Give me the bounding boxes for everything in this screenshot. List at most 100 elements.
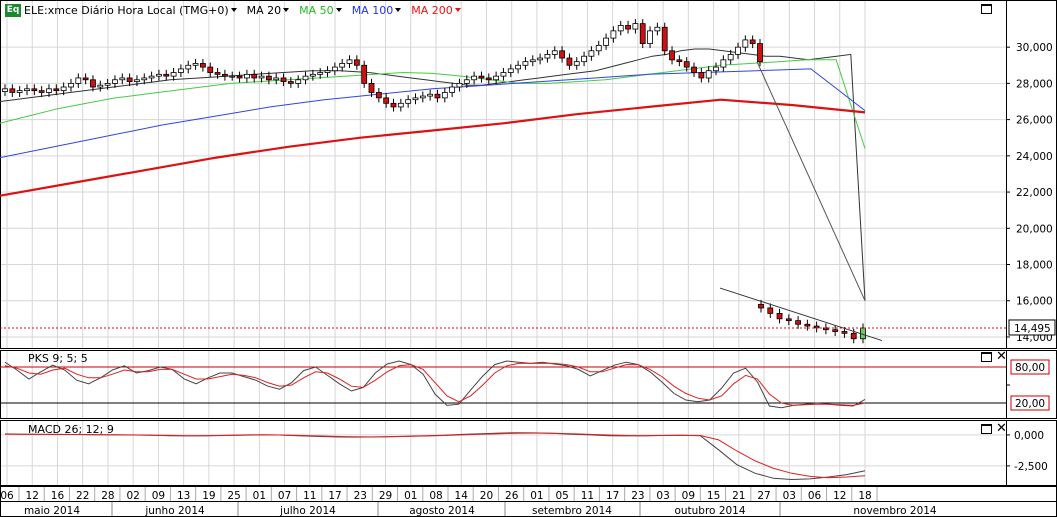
candle-body — [170, 72, 177, 77]
candle-body — [97, 84, 104, 88]
candle-body — [544, 54, 551, 59]
dropdown-arrow-icon — [230, 8, 237, 12]
candle-body — [595, 44, 602, 52]
day-tick-label: 08 — [429, 490, 442, 502]
ma200-selector[interactable]: MA 200 — [411, 4, 469, 17]
y-tick-label: 18,000 — [1016, 260, 1053, 272]
candle-body — [471, 75, 478, 81]
candle-body — [441, 92, 448, 99]
candle-body — [353, 59, 360, 66]
day-tick-label: 18 — [858, 490, 871, 502]
candle-body — [68, 82, 74, 88]
candle-body — [302, 75, 309, 81]
ma20-label: MA 20 — [246, 3, 282, 17]
ma50-selector[interactable]: MA 50 — [299, 4, 350, 17]
candle-body — [588, 50, 595, 57]
ma-line-ma20 — [0, 48, 866, 301]
ma100-selector[interactable]: MA 100 — [352, 4, 410, 17]
pks-close-icon[interactable]: ✕ — [996, 349, 1007, 364]
pks-level-label: 80,00 — [1015, 362, 1045, 374]
candle-body — [16, 90, 23, 93]
candle-body — [346, 59, 353, 64]
day-tick-label: 22 — [76, 490, 89, 502]
y-tick-label: 22,000 — [1016, 187, 1053, 199]
candle-body — [705, 70, 712, 79]
month-label: outubro 2014 — [674, 505, 745, 517]
candle-body — [500, 72, 507, 77]
pks-level-tag — [1010, 359, 1050, 375]
ma-line-ma200 — [0, 98, 866, 197]
candle-body — [698, 72, 705, 79]
ma-line-ma50 — [0, 59, 866, 149]
candle-body — [222, 73, 228, 77]
candle-body — [419, 95, 426, 99]
candle-body — [331, 66, 338, 72]
candle-body — [691, 66, 697, 73]
dropdown-arrow-icon — [395, 8, 402, 12]
pks-maximize-button[interactable] — [981, 352, 992, 362]
macd-close-icon[interactable]: ✕ — [996, 421, 1007, 436]
candle-body — [735, 46, 741, 55]
candle-body — [38, 90, 45, 93]
candle-body — [647, 30, 653, 44]
candle-body — [610, 30, 617, 39]
candle-body — [727, 54, 734, 61]
macd-tick-label: 0,000 — [1014, 430, 1044, 442]
candle-body — [617, 25, 624, 32]
pks-level-tag — [1010, 395, 1050, 411]
macd-series-line — [4, 432, 866, 479]
candle-body — [485, 77, 492, 81]
candle-body — [141, 77, 148, 81]
candle-body — [119, 77, 126, 81]
dropdown-arrow-icon — [335, 8, 342, 12]
day-tick-label: 11 — [303, 490, 316, 502]
candle-body — [456, 82, 463, 88]
candle-body — [339, 63, 346, 68]
day-tick-label: 16 — [51, 490, 65, 502]
candle-body — [507, 68, 514, 73]
candle-body — [573, 61, 580, 66]
macd-maximize-button[interactable] — [981, 424, 992, 434]
day-tick-label: 12 — [26, 490, 39, 502]
candle-body — [258, 75, 265, 79]
main-panel-maximize-button[interactable] — [981, 4, 992, 14]
ma-line-ma100 — [0, 68, 866, 159]
pks-series-line — [4, 362, 866, 406]
candle-body — [375, 92, 382, 99]
candle-body — [295, 79, 302, 84]
pks-label: PKS 9; 5; 5 — [28, 352, 88, 365]
candle-body — [742, 39, 749, 48]
candle-body — [767, 307, 774, 314]
day-tick-label: 26 — [505, 490, 519, 502]
candle-body — [390, 102, 397, 108]
day-tick-label: 11 — [581, 490, 594, 502]
candle-body — [654, 26, 661, 32]
last-price-label: 14,495 — [1014, 323, 1051, 335]
candle-body — [397, 102, 404, 108]
candle-body — [126, 77, 133, 82]
candle-body — [361, 64, 368, 84]
candle-body — [46, 88, 52, 93]
day-tick-label: 07 — [278, 490, 291, 502]
candle-body — [148, 75, 155, 79]
candle-body — [449, 86, 456, 93]
candle-body — [368, 82, 375, 93]
day-tick-label: 23 — [354, 490, 367, 502]
candle-body — [31, 88, 38, 92]
ma20-selector[interactable]: MA 20 — [247, 4, 298, 17]
candle-body — [192, 63, 199, 66]
symbol-selector[interactable]: ELE:xmce Diário Hora Local (TMG+0) — [24, 4, 245, 17]
candle-body — [287, 81, 294, 84]
dropdown-arrow-icon — [283, 8, 290, 12]
day-tick-label: 05 — [555, 490, 568, 502]
candle-body — [309, 73, 316, 77]
day-tick-label: 23 — [631, 490, 644, 502]
candle-body — [229, 75, 236, 78]
day-tick-label: 01 — [404, 490, 417, 502]
candle-body — [639, 23, 646, 44]
symbol-label: ELE:xmce Diário Hora Local (TMG+0) — [24, 3, 229, 17]
last-price-tag — [1008, 319, 1056, 336]
day-tick-label: 13 — [177, 490, 190, 502]
day-tick-label: 27 — [757, 490, 770, 502]
